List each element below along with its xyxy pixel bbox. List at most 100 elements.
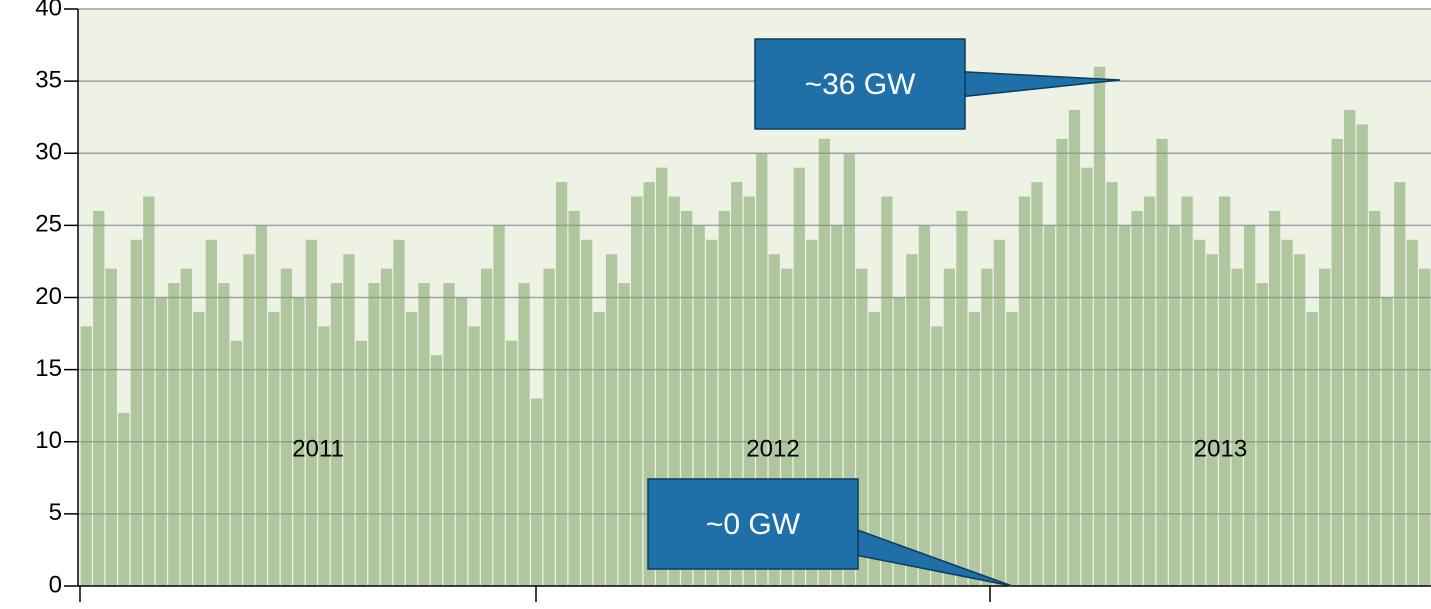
bar <box>1243 225 1256 586</box>
bar <box>343 254 355 586</box>
bar <box>706 239 718 587</box>
bar <box>1043 225 1056 586</box>
bar <box>1181 196 1193 586</box>
bar <box>893 297 905 586</box>
bar <box>1118 225 1131 586</box>
bar <box>493 225 505 586</box>
bar <box>1256 283 1268 586</box>
bar <box>981 268 993 586</box>
bar <box>1018 196 1031 586</box>
y-tick-label: 15 <box>35 355 62 382</box>
bar <box>931 326 943 586</box>
bar <box>1131 210 1143 586</box>
bar <box>468 326 480 586</box>
year-label: 2011 <box>292 435 344 462</box>
bar <box>1269 210 1281 586</box>
bar <box>393 239 405 587</box>
bar <box>968 311 981 586</box>
bar <box>1419 268 1431 586</box>
bar <box>555 182 568 586</box>
bar <box>1306 311 1318 586</box>
bar <box>656 167 668 587</box>
callout-peak: ~36 GW <box>754 38 1121 130</box>
bar <box>668 196 680 586</box>
bar <box>618 283 630 586</box>
y-tick-label: 30 <box>35 139 62 166</box>
bar <box>1331 138 1343 586</box>
bar <box>643 182 655 586</box>
bar <box>681 210 693 586</box>
bar <box>368 283 380 586</box>
y-tick-label: 5 <box>49 499 62 526</box>
bar <box>93 210 105 586</box>
bar <box>505 340 518 586</box>
bar <box>781 268 793 586</box>
bar <box>918 225 931 586</box>
bar <box>768 254 780 586</box>
bar <box>305 239 318 587</box>
annotation: ~0 GW <box>706 508 801 541</box>
bar <box>330 283 343 586</box>
y-tick-label: 10 <box>35 427 62 454</box>
bar <box>130 239 142 587</box>
bar <box>1031 182 1043 586</box>
bar <box>580 239 593 587</box>
bars <box>80 66 1431 587</box>
bar <box>80 326 92 586</box>
y-tick-label: 0 <box>49 571 62 598</box>
bar <box>793 167 805 587</box>
bar <box>843 153 855 586</box>
bar <box>1206 254 1218 586</box>
bar <box>606 254 618 586</box>
callout-low: ~0 GW <box>647 478 1013 587</box>
bar <box>1143 196 1156 586</box>
bar <box>455 297 468 586</box>
bar <box>1093 66 1106 586</box>
bar <box>1406 239 1418 587</box>
bar <box>230 340 242 586</box>
annotation: ~36 GW <box>805 68 917 101</box>
bar <box>255 225 268 586</box>
bar <box>1319 268 1331 586</box>
bar <box>1218 196 1231 586</box>
bar <box>1106 182 1118 586</box>
bar <box>205 239 217 587</box>
year-label: 2012 <box>746 435 799 462</box>
bar <box>1006 311 1018 586</box>
bar <box>243 254 255 586</box>
bar <box>168 283 180 586</box>
bar <box>693 225 705 586</box>
bar <box>943 268 956 586</box>
bar <box>1193 239 1206 587</box>
bar <box>1381 297 1393 586</box>
y-tick-label: 40 <box>35 0 62 21</box>
bar <box>818 138 830 586</box>
bar <box>831 225 843 586</box>
bar <box>743 196 755 586</box>
bar <box>280 268 293 586</box>
bar <box>355 340 368 586</box>
y-tick-label: 20 <box>35 283 62 310</box>
bar <box>218 283 230 586</box>
bar <box>868 311 880 586</box>
bar <box>155 297 167 586</box>
bar <box>1068 109 1081 586</box>
bar <box>856 268 868 586</box>
bar <box>180 268 192 586</box>
bar <box>405 311 418 586</box>
bar <box>418 283 430 586</box>
bar <box>1394 182 1406 586</box>
bar <box>1168 225 1181 586</box>
bar <box>143 196 155 586</box>
y-tick-label: 35 <box>35 66 62 93</box>
bar <box>1081 167 1093 587</box>
bar <box>993 239 1006 587</box>
bar <box>881 196 893 586</box>
bar <box>1344 109 1356 586</box>
bar <box>518 283 530 586</box>
bar <box>1056 138 1068 586</box>
bar <box>906 254 918 586</box>
year-label: 2013 <box>1194 435 1247 462</box>
bar <box>1281 239 1293 587</box>
